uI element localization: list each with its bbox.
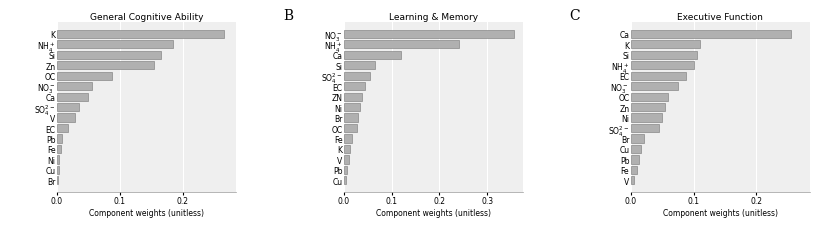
Bar: [57, 124, 68, 133]
Bar: [57, 156, 59, 164]
Bar: [631, 41, 700, 49]
Title: Learning & Memory: Learning & Memory: [389, 13, 478, 22]
Bar: [631, 31, 791, 39]
Bar: [631, 166, 637, 174]
Bar: [57, 62, 155, 70]
Bar: [344, 52, 401, 60]
X-axis label: Component weights (unitless): Component weights (unitless): [89, 208, 204, 217]
Bar: [631, 145, 641, 153]
Bar: [344, 114, 358, 122]
Bar: [631, 114, 662, 122]
Bar: [57, 52, 161, 60]
Bar: [57, 72, 112, 80]
Bar: [631, 124, 659, 133]
Bar: [57, 166, 59, 174]
Bar: [344, 135, 352, 143]
Text: B: B: [283, 9, 293, 23]
Bar: [344, 41, 458, 49]
Bar: [344, 62, 375, 70]
Text: C: C: [570, 9, 580, 23]
Title: Executive Function: Executive Function: [677, 13, 764, 22]
Bar: [631, 156, 640, 164]
Bar: [344, 156, 348, 164]
Bar: [344, 83, 365, 91]
Bar: [631, 177, 634, 185]
Bar: [344, 124, 357, 133]
Bar: [57, 83, 92, 91]
Bar: [344, 93, 362, 101]
Bar: [631, 62, 694, 70]
Title: General Cognitive Ability: General Cognitive Ability: [90, 13, 204, 22]
Bar: [57, 135, 62, 143]
Bar: [344, 31, 514, 39]
Bar: [344, 72, 370, 80]
Bar: [344, 166, 347, 174]
Bar: [344, 145, 350, 153]
Bar: [631, 83, 678, 91]
Bar: [344, 177, 346, 185]
Bar: [631, 104, 665, 112]
Bar: [57, 145, 61, 153]
Bar: [631, 72, 686, 80]
Bar: [57, 31, 224, 39]
Bar: [631, 93, 668, 101]
Bar: [344, 104, 360, 112]
X-axis label: Component weights (unitless): Component weights (unitless): [663, 208, 778, 217]
Bar: [57, 104, 79, 112]
Bar: [631, 135, 645, 143]
Bar: [631, 52, 697, 60]
Bar: [57, 93, 89, 101]
Bar: [57, 41, 173, 49]
X-axis label: Component weights (unitless): Component weights (unitless): [376, 208, 491, 217]
Bar: [57, 114, 75, 122]
